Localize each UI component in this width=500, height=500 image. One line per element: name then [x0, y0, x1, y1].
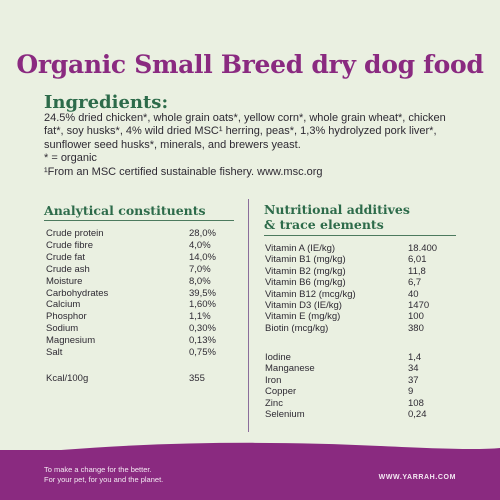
row-label: Selenium: [265, 409, 305, 420]
row-label: Vitamin A (IE/kg): [265, 243, 336, 254]
row-label: Vitamin E (mg/kg): [265, 311, 341, 323]
row-value: 1,60%: [189, 299, 216, 311]
row-value: 6,01: [408, 254, 427, 266]
nutritional-heading-line2: & trace elements: [264, 217, 384, 232]
row-value: 34: [408, 363, 419, 375]
row-value: 0,13%: [189, 335, 216, 347]
analytical-heading: Analytical constituents: [44, 203, 206, 218]
row-label: Manganese: [265, 363, 315, 375]
page-title: Organic Small Breed dry dog food: [16, 50, 484, 79]
row-label: Zinc: [265, 397, 283, 409]
row-value: 39,5%: [189, 287, 216, 299]
row-value: 9: [408, 386, 414, 398]
row-label: Magnesium: [46, 335, 96, 347]
row-label: Iron: [265, 374, 282, 386]
footer-band: [0, 450, 500, 500]
row-label: Vitamin D3 (IE/kg): [265, 300, 342, 311]
footer-slogan: To make a change for the better. For you…: [44, 465, 163, 485]
row-label: Vitamin B12 (mcg/kg): [265, 288, 356, 300]
row-value: 37: [408, 374, 419, 386]
row-value: 1,1%: [189, 311, 211, 323]
row-value: 1,4: [408, 352, 422, 363]
row-label: Vitamin B2 (mg/kg): [265, 265, 346, 277]
row-value: 0,24: [408, 409, 427, 420]
slogan-line-2: For your pet, for you and the planet.: [44, 475, 164, 484]
ingredients-heading: Ingredients:: [44, 92, 169, 113]
row-label: Vitamin B1 (mg/kg): [265, 254, 346, 266]
row-label: Crude fibre: [46, 239, 93, 251]
row-label: Biotin (mcg/kg): [265, 322, 329, 334]
organic-note: * = organic: [44, 152, 97, 165]
row-value: 14,0%: [189, 251, 216, 263]
row-value: 0,75%: [189, 347, 216, 358]
row-label: Calcium: [46, 299, 81, 311]
analytical-divider: [44, 220, 234, 221]
row-label: Crude ash: [46, 263, 90, 275]
row-label: Kcal/100g: [46, 373, 89, 384]
row-label: Copper: [265, 386, 297, 398]
row-value: 100: [408, 311, 424, 323]
row-label: Vitamin B6 (mg/kg): [265, 277, 346, 289]
row-value: 28,0%: [189, 228, 216, 239]
website-link[interactable]: WWW.YARRAH.COM: [378, 474, 456, 481]
row-label: Sodium: [46, 323, 79, 335]
row-label: Crude fat: [46, 251, 86, 263]
row-label: Phosphor: [46, 311, 87, 323]
nutritional-heading-line1: Nutritional additives: [264, 202, 410, 217]
row-value: 7,0%: [189, 263, 211, 275]
row-value: 355: [189, 373, 205, 384]
row-label: Salt: [46, 347, 63, 358]
ingredients-text: 24.5% dried chicken*, whole grain oats*,…: [44, 112, 446, 151]
row-label: Crude protein: [46, 228, 104, 239]
msc-note: ¹From an MSC certified sustainable fishe…: [44, 165, 323, 178]
row-value: 4,0%: [189, 239, 211, 251]
row-value: 108: [408, 397, 424, 409]
row-value: 1470: [408, 300, 430, 311]
row-value: 40: [408, 288, 419, 300]
column-divider: [248, 199, 249, 432]
row-value: 6,7: [408, 277, 422, 289]
row-label: Moisture: [46, 275, 83, 287]
row-value: 11,8: [408, 265, 426, 277]
row-value: 0,30%: [189, 323, 216, 335]
row-value: 380: [408, 322, 424, 334]
row-label: Iodine: [265, 352, 291, 363]
row-value: 8,0%: [189, 275, 211, 287]
row-label: Carbohydrates: [46, 287, 109, 299]
ingredients-block: 24.5% dried chicken*, whole grain oats*,…: [44, 112, 464, 179]
nutritional-divider: [264, 235, 456, 236]
row-value: 18.400: [408, 243, 438, 254]
slogan-line-1: To make a change for the better.: [44, 465, 152, 474]
